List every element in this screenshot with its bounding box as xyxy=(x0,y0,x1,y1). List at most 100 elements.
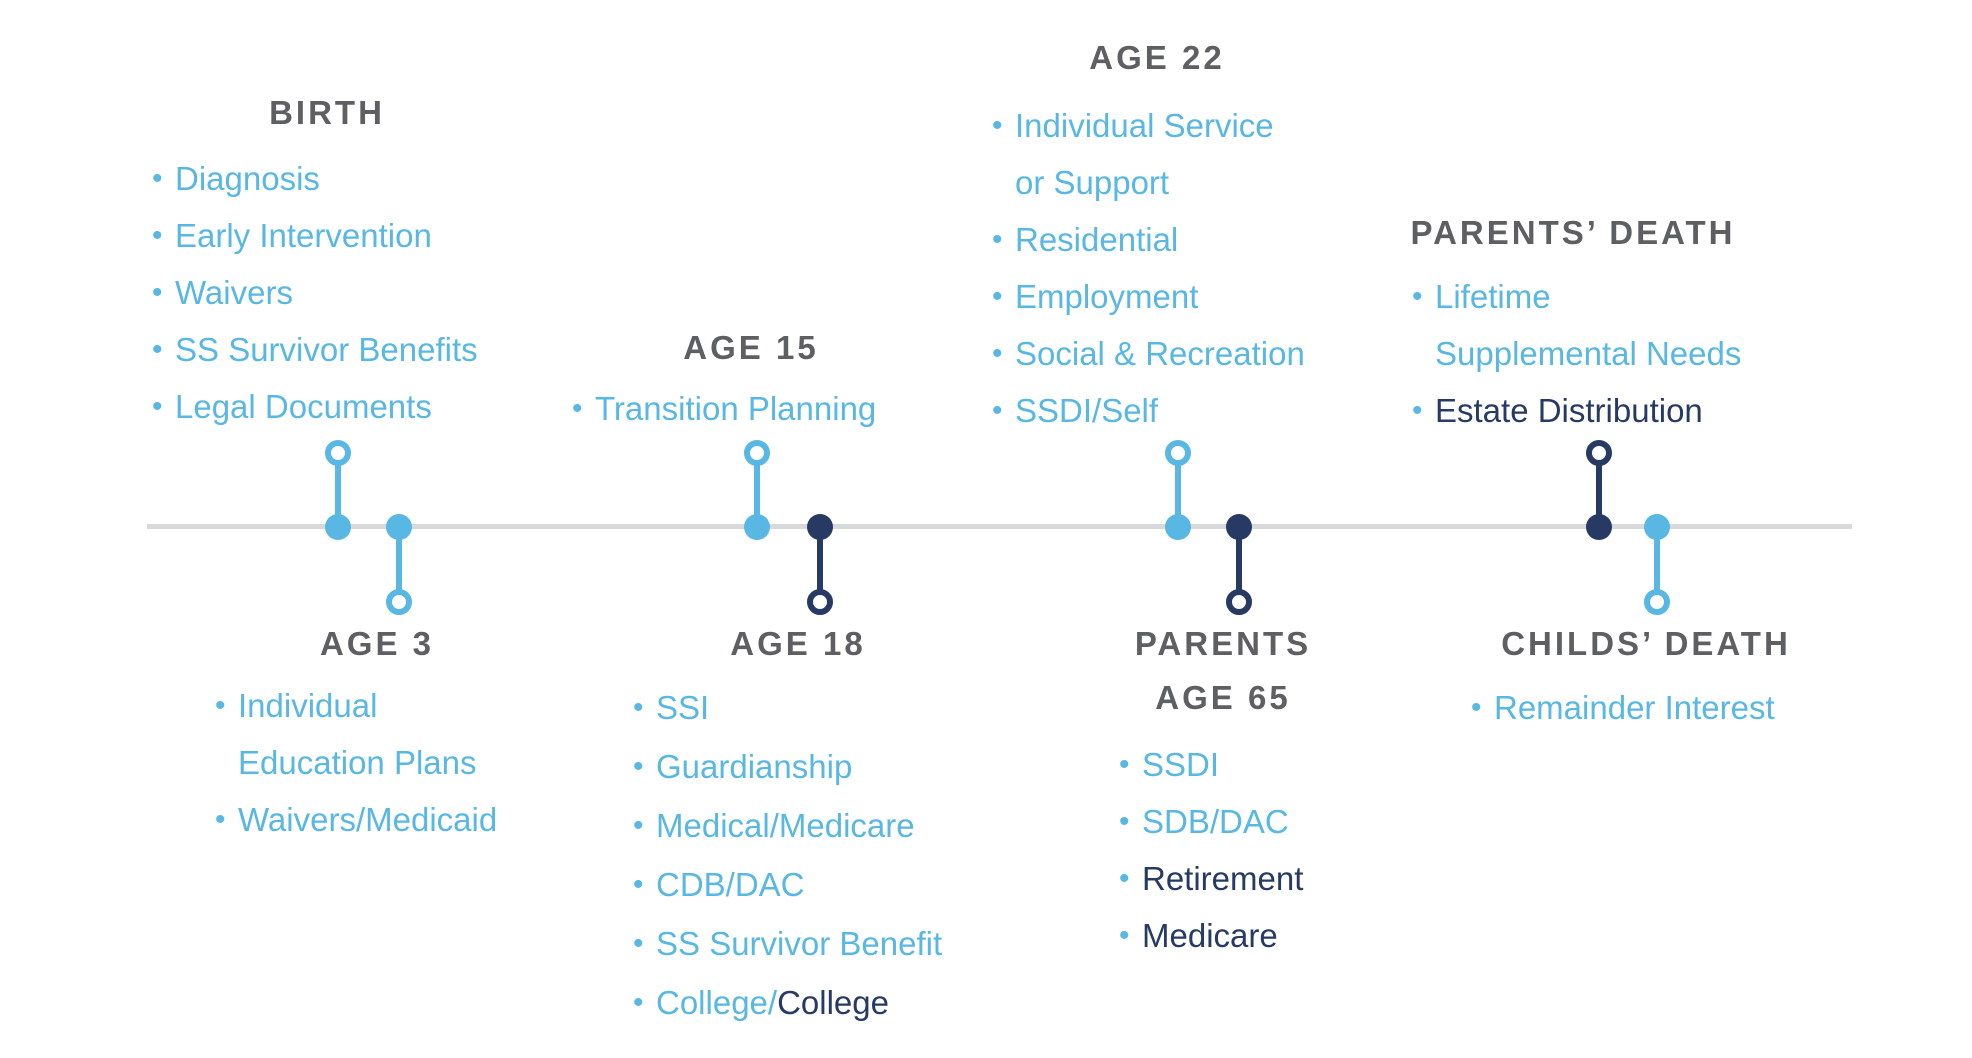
bullet-icon: • xyxy=(992,223,1003,256)
event-title-age3: AGE 3 xyxy=(319,625,435,662)
item-text: Medicare xyxy=(1142,917,1278,954)
event-list-age3: • Individual Education Plans • Waivers/Medic… xyxy=(215,677,497,848)
event-title-age15: AGE 15 xyxy=(683,329,819,366)
event-list-parentsdeath: • Lifetime Supplemental Needs • Estate Distr… xyxy=(1412,268,1741,439)
bullet-icon: • xyxy=(992,337,1003,370)
list-item: • Employment xyxy=(992,268,1305,325)
bullet-icon: • xyxy=(152,219,163,252)
marker-stem-age22 xyxy=(1175,453,1181,527)
event-title-childsdeath: CHILDS’ DEATH xyxy=(1501,625,1791,662)
marker-ring-age22 xyxy=(1165,440,1191,466)
item-text: Medical/Medicare xyxy=(656,807,915,844)
list-item: • SDB/DAC xyxy=(1119,793,1303,850)
item-text: Education Plans xyxy=(238,744,477,781)
list-item: • Remainder Interest xyxy=(1471,679,1775,736)
item-text: Legal Documents xyxy=(175,388,432,425)
item-text: Individual xyxy=(238,687,378,724)
bullet-icon: • xyxy=(992,280,1003,313)
item-text: Diagnosis xyxy=(175,160,320,197)
bullet-icon: • xyxy=(152,333,163,366)
list-item: • Waivers xyxy=(152,264,478,321)
bullet-icon: • xyxy=(633,809,644,842)
list-item: • SSI xyxy=(633,678,942,737)
event-list-birth: • Diagnosis • Early Intervention • Waivers • SS… xyxy=(152,150,478,435)
list-item: • Guardianship xyxy=(633,737,942,796)
marker-stem-age15 xyxy=(754,453,760,527)
list-item: • Estate Distribution xyxy=(1412,382,1741,439)
timeline-axis xyxy=(147,524,1852,529)
bullet-icon: • xyxy=(992,109,1003,142)
event-title-birth: BIRTH xyxy=(269,94,385,131)
bullet-icon: • xyxy=(572,392,583,425)
list-item: • College/College xyxy=(633,973,942,1032)
list-item: Education Plans xyxy=(215,734,497,791)
marker-dot-birth xyxy=(325,514,351,540)
event-title-age18: AGE 18 xyxy=(730,625,866,662)
list-item: • Legal Documents xyxy=(152,378,478,435)
bullet-icon: • xyxy=(152,276,163,309)
item-text: Early Intervention xyxy=(175,217,432,254)
marker-stem-age3 xyxy=(396,527,402,602)
marker-ring-parentsdeath xyxy=(1586,440,1612,466)
item-text: Supplemental Needs xyxy=(1435,335,1742,372)
bullet-icon: • xyxy=(633,691,644,724)
marker-ring-age18 xyxy=(807,589,833,615)
bullet-icon: • xyxy=(1119,805,1130,838)
item-text: CDB/DAC xyxy=(656,866,805,903)
event-list-age22: • Individual Service or Support • Residentia… xyxy=(992,97,1305,439)
item-text: SDB/DAC xyxy=(1142,803,1289,840)
item-text: Social & Recreation xyxy=(1015,335,1305,372)
marker-ring-age15 xyxy=(744,440,770,466)
bullet-icon: • xyxy=(152,390,163,423)
marker-stem-childsdeath xyxy=(1654,527,1660,602)
item-text: Residential xyxy=(1015,221,1179,258)
list-item: • Residential xyxy=(992,211,1305,268)
item-text: or Support xyxy=(1015,164,1170,201)
item-text: Employment xyxy=(1015,278,1199,315)
marker-ring-parents65 xyxy=(1226,589,1252,615)
bullet-icon: • xyxy=(1412,280,1423,313)
marker-ring-age3 xyxy=(386,589,412,615)
event-list-age15: • Transition Planning xyxy=(572,380,876,437)
item-text: College/ xyxy=(656,984,778,1021)
list-item: • Social & Recreation xyxy=(992,325,1305,382)
bullet-icon: • xyxy=(152,162,163,195)
list-item: • Transition Planning xyxy=(572,380,876,437)
item-text: Individual Service xyxy=(1015,107,1274,144)
item-text: SSI xyxy=(656,689,710,726)
bullet-icon: • xyxy=(215,689,226,722)
list-item: • Individual xyxy=(215,677,497,734)
bullet-icon: • xyxy=(1119,919,1130,952)
bullet-icon: • xyxy=(1471,691,1482,724)
marker-stem-birth xyxy=(335,453,341,527)
marker-stem-parents65 xyxy=(1236,527,1242,602)
marker-dot-age3 xyxy=(386,514,412,540)
event-list-parents65: • SSDI • SDB/DAC • Retirement • Medicare xyxy=(1119,736,1303,964)
bullet-icon: • xyxy=(1119,748,1130,781)
event-title-parentsdeath: PARENTS’ DEATH xyxy=(1410,214,1736,251)
marker-stem-parentsdeath xyxy=(1596,453,1602,527)
list-item: • Diagnosis xyxy=(152,150,478,207)
item-text: Waivers xyxy=(175,274,293,311)
marker-ring-childsdeath xyxy=(1644,589,1670,615)
marker-dot-parentsdeath xyxy=(1586,514,1612,540)
list-item: • Individual Service xyxy=(992,97,1305,154)
bullet-icon: • xyxy=(992,394,1003,427)
bullet-icon: • xyxy=(633,986,644,1019)
list-item: • CDB/DAC xyxy=(633,855,942,914)
item-text: Transition Planning xyxy=(595,390,877,427)
bullet-icon: • xyxy=(633,868,644,901)
item-text: SS Survivor Benefit xyxy=(656,925,943,962)
bullet-icon: • xyxy=(215,803,226,836)
bullet-icon: • xyxy=(633,750,644,783)
event-list-childsdeath: • Remainder Interest xyxy=(1471,679,1775,736)
list-item: • SSDI xyxy=(1119,736,1303,793)
list-item: • Early Intervention xyxy=(152,207,478,264)
bullet-icon: • xyxy=(1412,394,1423,427)
item-text: Estate Distribution xyxy=(1435,392,1703,429)
marker-dot-parents65 xyxy=(1226,514,1252,540)
marker-stem-age18 xyxy=(817,527,823,602)
event-list-age18: • SSI • Guardianship • Medical/Medicare • CDB/D… xyxy=(633,678,942,1032)
marker-dot-age22 xyxy=(1165,514,1191,540)
item-text: Retirement xyxy=(1142,860,1304,897)
